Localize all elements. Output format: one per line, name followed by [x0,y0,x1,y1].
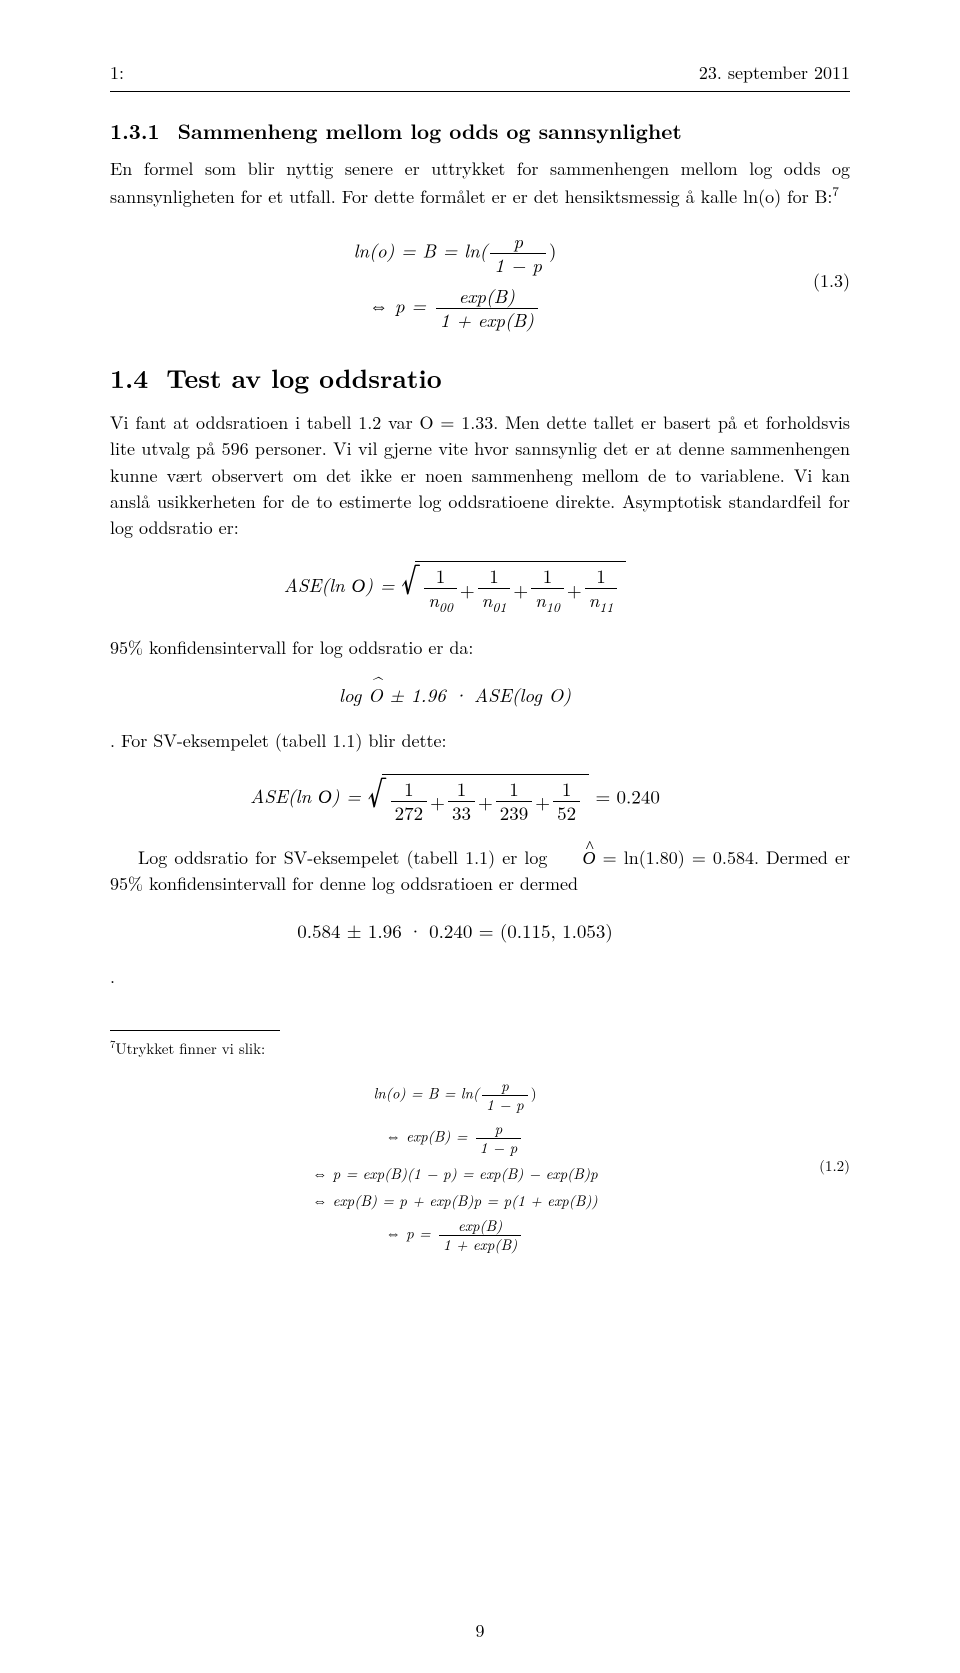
header-right: 23. september 2011 [699,60,850,85]
equation-1-3: ln(o) = B = ln(p1 − p) ⇔ p = exp(B)1 + e… [110,230,850,331]
asesv-t4d: 52 [553,802,580,825]
page-number: 9 [0,1618,960,1643]
asesv-t3d: 239 [496,802,533,825]
fn-l5-lhs: ⇔ p = [386,1223,436,1244]
asesv-t1d: 272 [391,802,428,825]
ci-lhs: log [339,681,368,708]
section-title: Test av log oddsratio [166,359,442,396]
asesv-t2d: 33 [448,802,475,825]
section-number: 1.4 [110,359,148,396]
equation-number-1-3: (1.3) [800,268,850,293]
eq13-line1-lhs: ln(o) = B = ln( [354,237,488,264]
eq13-line1-rhs: ) [549,237,556,264]
eq13-l1-den: 1 − p [490,254,546,277]
para-logodds-a: Log oddsratio for SV-eksempelet (tabell … [138,845,554,870]
equation-number-1-2: (1.2) [800,1155,850,1176]
header-rule [110,91,850,92]
para-sv-text: . For SV-eksempelet (tabell 1.1) blir de… [110,728,446,753]
fn-l4: ⇔ exp(B) = p + exp(B)p = p(1 + exp(B)) [110,1190,800,1211]
fn-l1-lhs: ln(o) = B = ln( [373,1083,479,1104]
page: 1: 23. september 2011 1.3.1 Sammenheng me… [0,0,960,1673]
para-1: En formel som blir nyttig senere er uttr… [110,156,850,210]
header-left: 1: [110,60,124,85]
equation-ase-sv: ASE(ln O) = √ 1272 + 133 + 1239 + 152 = … [110,774,850,825]
subsection-heading-131: 1.3.1 Sammenheng mellom log odds og sanns… [110,116,850,146]
fn-l1-rhs: ) [531,1083,537,1104]
fn-l1-den: 1 − p [482,1096,528,1114]
fn-l5-den: 1 + exp(B) [439,1236,521,1254]
ase-sv-lhs: ASE(ln O) = [250,782,368,809]
footnote-rule [110,1030,280,1031]
subsection-number: 1.3.1 [110,116,160,146]
para-2: Vi fant at oddsratioen i tabell 1.2 var … [110,410,850,540]
subsection-title: Sammenheng mellom log odds og sannsynlig… [178,116,682,146]
fn-l2-den: 1 − p [476,1139,522,1157]
para-ci: 95% konfidensintervall for log oddsratio… [110,635,850,661]
para-dot: . [110,964,850,990]
section-heading-14: 1.4 Test av log oddsratio [110,359,850,396]
ase-lhs: ASE(ln O) = [284,571,402,598]
equation-1-3-body: ln(o) = B = ln(p1 − p) ⇔ p = exp(B)1 + e… [110,230,800,331]
equation-ci-formula: log O ± 1.96 · ASE(log O) [110,681,850,708]
ase-general-body: ASE(ln O) = √ 1n00 + 1n01 + 1n10 + 1n11 [110,561,800,615]
footnote-eq-body: ln(o) = B = ln(p1 − p) ⇔ exp(B) = p1 − p… [110,1077,800,1254]
footnote-text: Utrykket finner vi slik: [115,1038,265,1059]
ci-formula-body: log O ± 1.96 · ASE(log O) [110,681,800,708]
equation-ase-general: ASE(ln O) = √ 1n00 + 1n01 + 1n10 + 1n11 [110,561,850,615]
page-header: 1: 23. september 2011 [110,60,850,85]
footnote-7: 7Utrykket finner vi slik: [110,1037,850,1059]
ci-numeric-body: 0.584 ± 1.96 · 0.240 = (0.115, 1.053) [110,917,800,944]
equation-ci-numeric: 0.584 ± 1.96 · 0.240 = (0.115, 1.053) [110,917,850,944]
ci-formula-text: ± 1.96 · ASE(log O) [390,681,571,708]
fn-l3: ⇔ p = exp(B)(1 − p) = exp(B) − exp(B)p [110,1163,800,1184]
sqrt-icon-2: √ 1272 + 133 + 1239 + 152 [368,774,589,825]
eq13-line2-lhs: ⇔ p = [369,291,433,318]
sqrt-icon: √ 1n00 + 1n01 + 1n10 + 1n11 [401,561,626,615]
para-1-text: En formel som blir nyttig senere er uttr… [110,156,850,209]
fn-l2-lhs: ⇔ exp(B) = [386,1126,473,1147]
eq13-l2-den: 1 + exp(B) [436,309,538,332]
para-sv: . For SV-eksempelet (tabell 1.1) blir de… [110,728,850,754]
para-logodds: Log oddsratio for SV-eksempelet (tabell … [110,845,850,897]
ase-sv-body: ASE(ln O) = √ 1272 + 133 + 1239 + 152 = … [110,774,800,825]
eq13-l2-num: exp(B) [436,285,538,309]
asesv-result: = 0.240 [595,782,659,809]
footnote-eq: ln(o) = B = ln(p1 − p) ⇔ exp(B) = p1 − p… [110,1077,850,1254]
footnote-marker-7: 7 [832,181,838,200]
